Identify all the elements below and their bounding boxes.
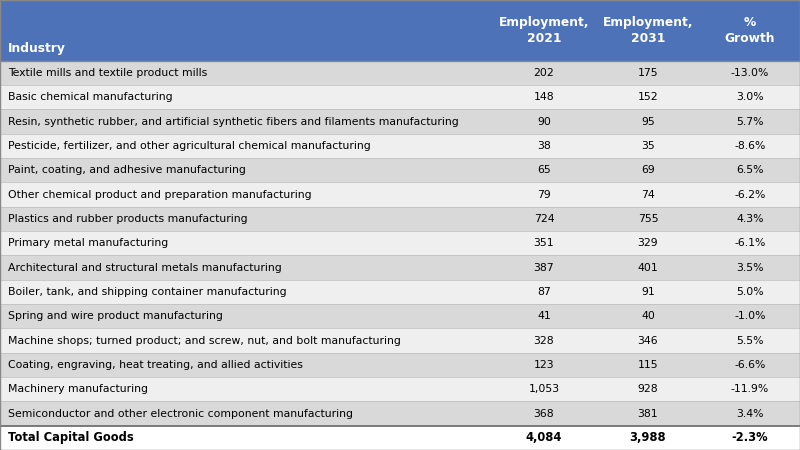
Text: 38: 38	[537, 141, 551, 151]
Text: 328: 328	[534, 336, 554, 346]
Text: %
Growth: % Growth	[725, 16, 775, 45]
Text: 123: 123	[534, 360, 554, 370]
Text: Plastics and rubber products manufacturing: Plastics and rubber products manufacturi…	[8, 214, 248, 224]
Text: Boiler, tank, and shipping container manufacturing: Boiler, tank, and shipping container man…	[8, 287, 286, 297]
Bar	[0, 231, 800, 256]
Text: Primary metal manufacturing: Primary metal manufacturing	[8, 238, 168, 248]
Text: -8.6%: -8.6%	[734, 141, 766, 151]
Bar	[0, 256, 800, 280]
Text: Paint, coating, and adhesive manufacturing: Paint, coating, and adhesive manufacturi…	[8, 165, 246, 175]
Bar	[0, 280, 800, 304]
Text: 4,084: 4,084	[526, 432, 562, 444]
Text: Architectural and structural metals manufacturing: Architectural and structural metals manu…	[8, 262, 282, 273]
Text: 724: 724	[534, 214, 554, 224]
Text: 91: 91	[641, 287, 655, 297]
Text: 3.4%: 3.4%	[736, 409, 764, 419]
Bar	[0, 426, 800, 450]
Bar	[0, 182, 800, 207]
Text: Textile mills and textile product mills: Textile mills and textile product mills	[8, 68, 207, 78]
Text: 41: 41	[537, 311, 551, 321]
Bar	[0, 304, 800, 328]
Text: 87: 87	[537, 287, 551, 297]
Text: -2.3%: -2.3%	[732, 432, 768, 444]
Text: -11.9%: -11.9%	[731, 384, 769, 394]
Text: 928: 928	[638, 384, 658, 394]
Text: 152: 152	[638, 92, 658, 102]
Text: 387: 387	[534, 262, 554, 273]
Text: 1,053: 1,053	[529, 384, 559, 394]
Bar	[0, 377, 800, 401]
Text: 346: 346	[638, 336, 658, 346]
Text: 381: 381	[638, 409, 658, 419]
Text: Pesticide, fertilizer, and other agricultural chemical manufacturing: Pesticide, fertilizer, and other agricul…	[8, 141, 370, 151]
Text: -6.6%: -6.6%	[734, 360, 766, 370]
Bar	[0, 401, 800, 426]
Text: 368: 368	[534, 409, 554, 419]
Text: 79: 79	[537, 189, 551, 199]
Text: Other chemical product and preparation manufacturing: Other chemical product and preparation m…	[8, 189, 312, 199]
Text: 69: 69	[641, 165, 655, 175]
Text: 148: 148	[534, 92, 554, 102]
Text: -6.1%: -6.1%	[734, 238, 766, 248]
Text: Basic chemical manufacturing: Basic chemical manufacturing	[8, 92, 173, 102]
Text: 40: 40	[641, 311, 655, 321]
Text: 74: 74	[641, 189, 655, 199]
Text: 3,988: 3,988	[630, 432, 666, 444]
Text: Employment,
2021: Employment, 2021	[498, 16, 590, 45]
Text: Machinery manufacturing: Machinery manufacturing	[8, 384, 148, 394]
Bar	[0, 353, 800, 377]
Text: Resin, synthetic rubber, and artificial synthetic fibers and filaments manufactu: Resin, synthetic rubber, and artificial …	[8, 117, 458, 126]
Text: Employment,
2031: Employment, 2031	[602, 16, 694, 45]
Text: 3.5%: 3.5%	[736, 262, 764, 273]
Text: 6.5%: 6.5%	[736, 165, 764, 175]
Bar	[0, 328, 800, 353]
Text: Coating, engraving, heat treating, and allied activities: Coating, engraving, heat treating, and a…	[8, 360, 303, 370]
Text: 90: 90	[537, 117, 551, 126]
Text: Machine shops; turned product; and screw, nut, and bolt manufacturing: Machine shops; turned product; and screw…	[8, 336, 401, 346]
Text: 755: 755	[638, 214, 658, 224]
Text: 202: 202	[534, 68, 554, 78]
Text: 5.0%: 5.0%	[736, 287, 764, 297]
Text: 5.5%: 5.5%	[736, 336, 764, 346]
Bar	[0, 61, 800, 85]
Text: Semiconductor and other electronic component manufacturing: Semiconductor and other electronic compo…	[8, 409, 353, 419]
Text: 401: 401	[638, 262, 658, 273]
Bar	[0, 207, 800, 231]
Text: Total Capital Goods: Total Capital Goods	[8, 432, 134, 444]
Bar	[0, 0, 800, 61]
Text: 351: 351	[534, 238, 554, 248]
Text: 65: 65	[537, 165, 551, 175]
Text: -13.0%: -13.0%	[731, 68, 769, 78]
Text: Spring and wire product manufacturing: Spring and wire product manufacturing	[8, 311, 223, 321]
Bar	[0, 109, 800, 134]
Bar	[0, 85, 800, 109]
Text: 115: 115	[638, 360, 658, 370]
Text: 95: 95	[641, 117, 655, 126]
Text: 35: 35	[641, 141, 655, 151]
Bar	[0, 158, 800, 182]
Text: 5.7%: 5.7%	[736, 117, 764, 126]
Bar	[0, 134, 800, 158]
Text: 4.3%: 4.3%	[736, 214, 764, 224]
Text: 175: 175	[638, 68, 658, 78]
Text: 3.0%: 3.0%	[736, 92, 764, 102]
Text: -1.0%: -1.0%	[734, 311, 766, 321]
Text: Industry: Industry	[8, 42, 66, 55]
Text: 329: 329	[638, 238, 658, 248]
Text: -6.2%: -6.2%	[734, 189, 766, 199]
